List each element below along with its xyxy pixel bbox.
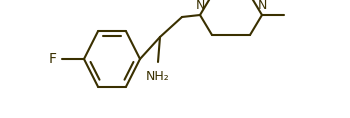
Text: F: F — [49, 52, 57, 66]
Text: NH₂: NH₂ — [146, 70, 170, 83]
Text: N: N — [195, 0, 205, 12]
Text: N: N — [257, 0, 267, 12]
